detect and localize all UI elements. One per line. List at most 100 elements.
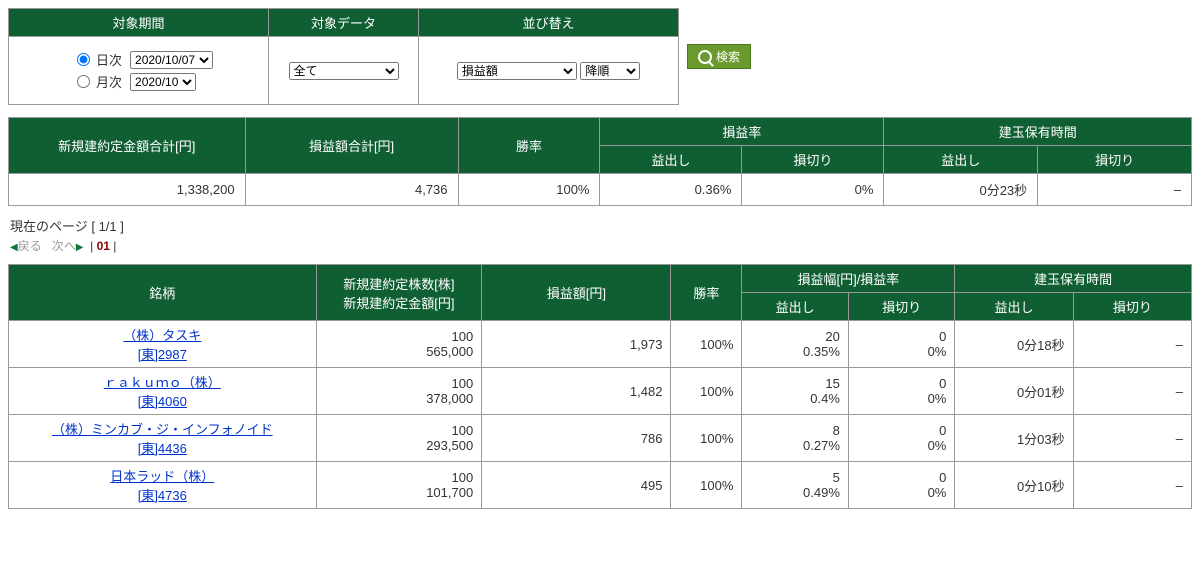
sum-h-take: 益出し [600,146,742,174]
stock-name-link[interactable]: 日本ラッド（株） [110,469,214,484]
table-row: （株）タスキ[東]2987100565,0001,973100%200.35%0… [9,321,1192,368]
back-icon: ◀ [10,242,18,253]
profit-cell: 1,482 [482,368,671,415]
take-cell: 80.27% [742,415,848,462]
stock-name-link[interactable]: （株）タスキ [123,328,201,343]
sum-profit-pct: 0.36% [600,174,742,206]
name-cell: 日本ラッド（株） [東]4736 [9,462,317,509]
page-current: 1/1 [99,219,117,234]
nav-sep: | [90,239,93,253]
winrate-cell: 100% [671,321,742,368]
take-cell: 50.49% [742,462,848,509]
monthly-date-select[interactable]: 2020/10 [130,73,196,91]
sum-profit-time: 0分23秒 [884,174,1038,206]
take-time-cell: 1分03秒 [955,415,1073,462]
det-h-name: 銘柄 [9,265,317,321]
search-label: 検索 [716,48,740,65]
cut-cell: 00% [848,368,954,415]
sum-h-cut: 損切り [742,146,884,174]
sum-h-take2: 益出し [884,146,1038,174]
stock-code-link[interactable]: [東]2987 [138,347,187,362]
data-cell: 全て [269,37,419,105]
det-h-take: 益出し [742,293,848,321]
stock-name-link[interactable]: （株）ミンカブ・ジ・インフォノイド [52,422,273,437]
page-info: 現在のページ [ 1/1 ] [10,216,1192,235]
search-button[interactable]: 検索 [687,44,751,69]
sum-loss-pct: 0% [742,174,884,206]
winrate-cell: 100% [671,368,742,415]
stock-code-link[interactable]: [東]4436 [138,441,187,456]
period-cell: 日次 2020/10/07 月次 2020/10 [9,37,269,105]
name-cell: （株）ミンカブ・ジ・インフォノイド [東]4436 [9,415,317,462]
search-icon [698,50,712,64]
sum-h-holding: 建玉保有時間 [884,118,1192,146]
cut-time-cell: – [1073,462,1191,509]
name-cell: ｒａｋｕｍｏ（株） [東]4060 [9,368,317,415]
profit-cell: 495 [482,462,671,509]
table-row: ｒａｋｕｍｏ（株） [東]4060 100378,0001,482100%150.4… [9,368,1192,415]
det-h-shares-l1: 新規建約定株数[株] [343,277,454,292]
stock-code-link[interactable]: [東]4736 [138,488,187,503]
monthly-radio[interactable] [77,75,90,88]
data-select[interactable]: 全て [289,62,399,80]
summary-table: 新規建約定金額合計[円] 損益額合計[円] 勝率 損益率 建玉保有時間 益出し … [8,117,1192,206]
monthly-label: 月次 [96,72,122,91]
daily-radio[interactable] [77,53,90,66]
winrate-cell: 100% [671,415,742,462]
take-cell: 150.4% [742,368,848,415]
det-h-widthrate: 損益幅[円]/損益率 [742,265,955,293]
detail-table: 銘柄 新規建約定株数[株] 新規建約定金額[円] 損益額[円] 勝率 損益幅[円… [8,264,1192,509]
shares-cell: 100565,000 [316,321,482,368]
sort-field-select[interactable]: 損益額 [457,62,577,80]
cut-time-cell: – [1073,415,1191,462]
sum-loss-time: – [1038,174,1192,206]
sum-h-winrate: 勝率 [458,118,600,174]
shares-cell: 100101,700 [316,462,482,509]
take-time-cell: 0分18秒 [955,321,1073,368]
next-link[interactable]: 次へ [52,239,76,253]
take-cell: 200.35% [742,321,848,368]
shares-cell: 100293,500 [316,415,482,462]
sum-winrate: 100% [458,174,600,206]
next-icon: ▶ [76,242,84,253]
filter-bar: 対象期間 対象データ 並び替え 日次 2020/10/07 月次 2020/10 [8,8,1192,105]
det-h-take2: 益出し [955,293,1073,321]
shares-cell: 100378,000 [316,368,482,415]
cut-time-cell: – [1073,368,1191,415]
page-num[interactable]: 01 [97,239,110,253]
summary-row: 1,338,200 4,736 100% 0.36% 0% 0分23秒 – [9,174,1192,206]
cut-cell: 00% [848,462,954,509]
data-header: 対象データ [269,9,419,37]
sum-h-cut2: 損切り [1038,146,1192,174]
stock-code-link[interactable]: [東]4060 [138,394,187,409]
sum-h-rate: 損益率 [600,118,884,146]
sort-order-select[interactable]: 降順 [580,62,640,80]
filter-table: 対象期間 対象データ 並び替え 日次 2020/10/07 月次 2020/10 [8,8,679,105]
profit-cell: 1,973 [482,321,671,368]
det-h-cut: 損切り [848,293,954,321]
sum-h-profit: 損益額合計[円] [245,118,458,174]
back-link[interactable]: 戻る [18,239,42,253]
page-prefix: 現在のページ [ [10,219,99,234]
cut-time-cell: – [1073,321,1191,368]
det-h-holding: 建玉保有時間 [955,265,1192,293]
page-suffix: ] [117,219,124,234]
sum-contract: 1,338,200 [9,174,246,206]
nav-sep2: | [113,239,116,253]
daily-label: 日次 [96,50,122,69]
daily-date-select[interactable]: 2020/10/07 [130,51,213,69]
sum-profit: 4,736 [245,174,458,206]
sort-header: 並び替え [419,9,679,37]
name-cell: （株）タスキ [東]2987 [9,321,317,368]
cut-cell: 00% [848,321,954,368]
det-h-shares: 新規建約定株数[株] 新規建約定金額[円] [316,265,482,321]
profit-cell: 786 [482,415,671,462]
det-h-winrate: 勝率 [671,265,742,321]
period-header: 対象期間 [9,9,269,37]
table-row: 日本ラッド（株） [東]4736 100101,700495100%50.49%00… [9,462,1192,509]
det-h-cut2: 損切り [1073,293,1191,321]
take-time-cell: 0分10秒 [955,462,1073,509]
page-nav: ◀戻る 次へ▶ | 01 | [10,237,1192,254]
winrate-cell: 100% [671,462,742,509]
stock-name-link[interactable]: ｒａｋｕｍｏ（株） [104,375,221,390]
